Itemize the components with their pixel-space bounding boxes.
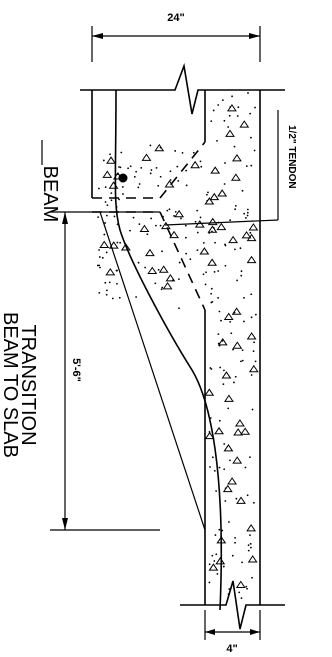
tendon-label: 1/2" TENDON — [286, 125, 297, 189]
side-dimension-label: 5'-6" — [70, 358, 82, 382]
side-dimension: 5'-6" — [50, 211, 160, 531]
tendon-line — [114, 89, 223, 611]
top-dimension: 24" — [91, 12, 261, 62]
transition-leader — [99, 211, 206, 531]
concrete-stipple — [96, 92, 259, 600]
bottom-dimension: 4" — [204, 610, 261, 655]
tendon-callout-leader — [164, 219, 279, 226]
top-dimension-label: 24" — [167, 12, 184, 24]
beam-label: BEAM — [39, 166, 61, 223]
transition-label-line2: BEAM TO SLAB — [0, 312, 21, 458]
member-outline — [91, 90, 261, 605]
top-break-line — [80, 62, 285, 115]
bottom-break-line — [180, 580, 285, 630]
bottom-dimension-label: 4" — [226, 643, 237, 655]
transition-label-line1: TRANSITION — [17, 324, 39, 445]
tendon-marker — [118, 173, 128, 183]
